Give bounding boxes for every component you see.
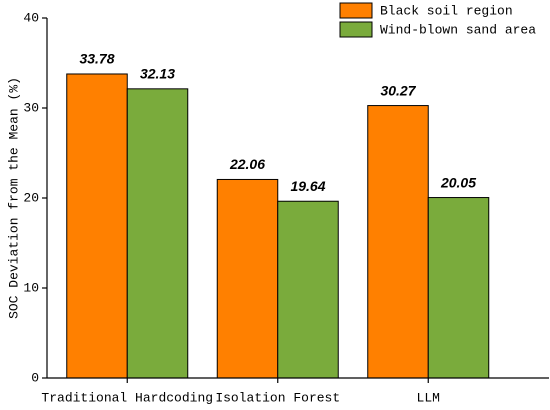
y-tick-label: 0 — [31, 370, 39, 385]
value-label: 22.06 — [229, 156, 265, 172]
bar — [277, 200, 339, 379]
value-label: 32.13 — [140, 66, 175, 82]
bar — [66, 73, 128, 379]
bar — [427, 197, 490, 379]
legend-swatch — [339, 21, 373, 38]
y-axis-label: SOC Deviation from the Mean (%) — [6, 77, 21, 319]
x-tick-label: LLM — [417, 390, 440, 405]
x-tick-label: Traditional Hardcoding — [41, 390, 213, 405]
y-tick-label: 30 — [23, 100, 39, 115]
bar — [367, 105, 429, 379]
y-tick-label: 20 — [23, 190, 39, 205]
value-label: 33.78 — [79, 51, 114, 67]
bar — [126, 88, 189, 379]
bar — [216, 178, 279, 379]
x-tick-label: Isolation Forest — [215, 390, 340, 405]
y-tick-label: 10 — [23, 280, 39, 295]
value-label: 30.27 — [380, 82, 416, 98]
legend-label: Black soil region — [380, 3, 513, 18]
legend-swatch — [339, 2, 373, 19]
legend-label: Wind-blown sand area — [380, 22, 536, 37]
value-label: 19.64 — [290, 178, 325, 194]
value-label: 20.05 — [440, 174, 476, 190]
y-tick-label: 40 — [23, 10, 39, 25]
